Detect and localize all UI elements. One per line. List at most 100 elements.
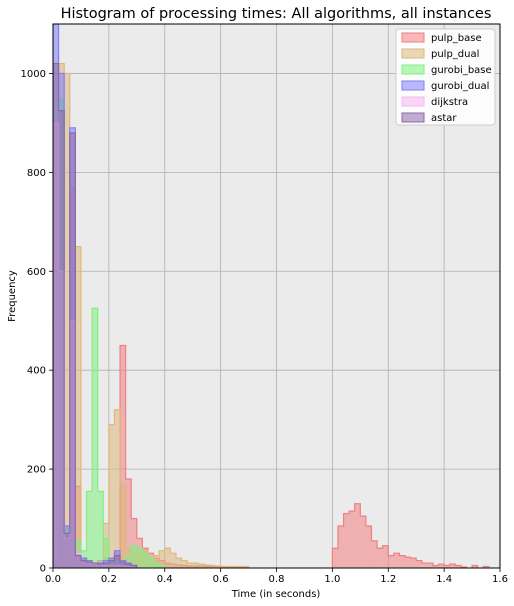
- histogram-bar: [220, 566, 249, 568]
- histogram-bar: [108, 560, 115, 568]
- histogram-bar: [343, 513, 350, 568]
- histogram-bar: [444, 565, 450, 568]
- histogram-bar: [131, 545, 137, 568]
- legend-label: pulp_base: [431, 33, 482, 44]
- histogram-bar: [410, 558, 417, 568]
- histogram-bar: [483, 566, 489, 568]
- histogram-bar: [382, 545, 389, 568]
- x-tick-label: 1.6: [492, 574, 508, 585]
- legend-entry: gurobi_dual: [401, 80, 489, 92]
- y-axis-label: Frequency: [7, 270, 18, 322]
- x-axis-label: Time (in seconds): [231, 589, 321, 600]
- histogram-bar: [125, 564, 132, 568]
- histogram-bar: [360, 516, 366, 568]
- histogram-bar: [421, 563, 428, 568]
- histogram-bar: [147, 558, 154, 568]
- histogram-bar: [393, 553, 400, 568]
- histogram-bar: [337, 525, 344, 568]
- histogram-bar: [80, 560, 87, 568]
- histogram-bar: [92, 563, 98, 568]
- y-tick-label: 0: [40, 564, 46, 575]
- x-tick-label: 0.8: [269, 574, 285, 585]
- histogram-bar: [405, 557, 411, 568]
- histogram-bar: [371, 540, 378, 568]
- legend-swatch: [401, 64, 425, 75]
- histogram-bar: [69, 132, 76, 568]
- histogram-bar: [449, 564, 456, 568]
- legend-entry: gurobi_base: [401, 64, 492, 76]
- histogram-bar: [365, 525, 372, 568]
- histogram-bar: [92, 308, 98, 568]
- y-tick-label: 1000: [21, 69, 46, 80]
- y-tick-label: 800: [27, 168, 46, 179]
- histogram-bar: [103, 538, 109, 568]
- legend-entry: dijkstra: [401, 96, 468, 108]
- histogram-bar: [97, 491, 104, 568]
- histogram-bar: [377, 548, 383, 568]
- histogram-bar: [131, 518, 137, 568]
- histogram-bar: [114, 555, 121, 568]
- x-axis-ticks: 0.0 0.2 0.4 0.6 0.8 1.0 1.2 1.4 1.6: [45, 568, 508, 585]
- histogram-bar: [192, 563, 199, 568]
- histogram-bar: [427, 563, 433, 568]
- legend-swatch: [401, 112, 425, 123]
- legend-swatch: [401, 32, 425, 43]
- grid: [52, 24, 501, 569]
- histogram-bar: [120, 483, 126, 568]
- histogram-bar: [215, 566, 221, 568]
- y-tick-label: 400: [27, 366, 46, 377]
- legend-label: astar: [431, 113, 457, 124]
- y-tick-label: 200: [27, 465, 46, 476]
- histogram-bar: [170, 553, 176, 568]
- series-outline: [53, 62, 138, 568]
- legend-swatch: [401, 96, 425, 107]
- histogram-bar: [125, 478, 132, 568]
- histogram-bar: [75, 555, 81, 568]
- histogram-bar: [455, 565, 461, 568]
- histogram-bar: [125, 555, 132, 568]
- histogram-bar: [416, 560, 422, 568]
- histogram-bar: [64, 533, 70, 568]
- histogram-bar: [86, 491, 93, 568]
- legend-swatch: [401, 80, 425, 91]
- y-tick-label: 600: [27, 267, 46, 278]
- series-outline: [53, 97, 490, 568]
- x-tick-label: 0.4: [157, 574, 173, 585]
- histogram-bar: [97, 564, 104, 568]
- histogram-bar: [181, 560, 188, 568]
- histogram-bar: [75, 246, 81, 568]
- series-astar: [53, 62, 138, 568]
- histogram-bar: [159, 550, 165, 568]
- legend-label: gurobi_dual: [431, 81, 489, 92]
- histogram-bar: [153, 555, 160, 568]
- histogram-bar: [108, 424, 115, 568]
- legend-label: gurobi_base: [431, 65, 492, 76]
- histogram-bar: [472, 565, 478, 568]
- histogram-bar: [187, 563, 193, 568]
- histogram-bar: [432, 565, 439, 568]
- legend-entry: pulp_base: [401, 32, 482, 44]
- histogram-bar: [203, 565, 210, 568]
- x-tick-label: 0.2: [101, 574, 117, 585]
- histogram-bar: [103, 563, 109, 568]
- x-tick-label: 0.0: [45, 574, 61, 585]
- histogram-bars: [53, 24, 490, 568]
- histogram-bar: [120, 562, 126, 568]
- histogram-bar: [164, 548, 171, 568]
- histogram-bar: [120, 345, 126, 568]
- x-tick-label: 1.0: [324, 574, 340, 585]
- histogram-bar: [332, 548, 338, 568]
- histogram-bar: [349, 511, 355, 568]
- x-tick-label: 1.4: [436, 574, 452, 585]
- legend-label: dijkstra: [431, 97, 468, 108]
- histogram-bar: [114, 409, 121, 568]
- legend-label: pulp_dual: [431, 49, 479, 60]
- histogram-bar: [175, 558, 182, 568]
- legend-entry: astar: [401, 112, 457, 124]
- legend-entry: pulp_dual: [401, 48, 479, 60]
- histogram-bar: [86, 562, 93, 568]
- histogram-bar: [153, 563, 160, 568]
- histogram-bar: [209, 565, 216, 568]
- histogram-bar: [53, 63, 59, 568]
- legend-swatch: [401, 48, 425, 59]
